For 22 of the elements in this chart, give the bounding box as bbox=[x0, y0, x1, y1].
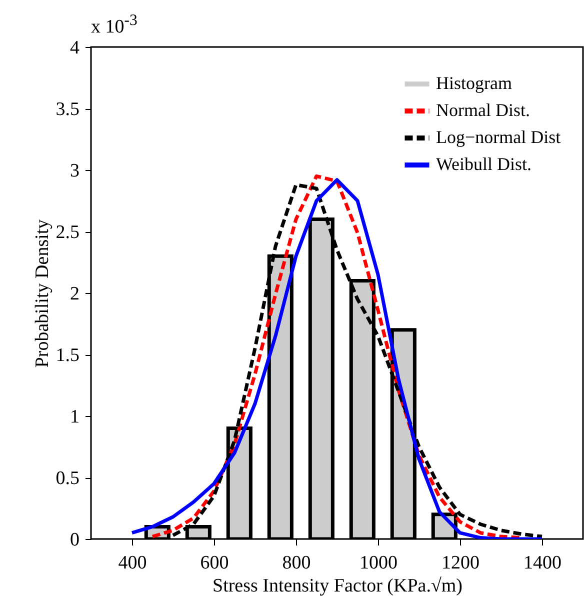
x-tick-label: 1000 bbox=[360, 552, 398, 574]
y-tick-label: 2.5 bbox=[56, 222, 80, 243]
x-axis-title: Stress Intensity Factor (KPa.√m) bbox=[212, 576, 463, 596]
y-axis-title: Probability Density bbox=[32, 218, 53, 368]
legend-label: Histogram bbox=[436, 73, 512, 93]
x-tick-label: 600 bbox=[200, 552, 229, 574]
y-tick-label: 1 bbox=[70, 406, 80, 428]
x-tick-label: 1400 bbox=[524, 552, 562, 574]
legend-label: Normal Dist. bbox=[436, 100, 530, 120]
y-tick-label: 3 bbox=[70, 160, 80, 182]
legend-label: Log−normal Dist bbox=[436, 127, 561, 147]
y-tick-label: 0 bbox=[70, 530, 80, 550]
y-tick-label: 2 bbox=[70, 284, 80, 304]
text: x 10$^{-3}$ bbox=[91, 12, 138, 38]
y-tick-label: 3.5 bbox=[56, 99, 80, 120]
x-tick-label: 400 bbox=[118, 552, 147, 574]
y-tick-label: 0.5 bbox=[56, 468, 80, 489]
legend-label: Weibull Dist. bbox=[436, 154, 532, 174]
x-tick-label: 1200 bbox=[442, 552, 480, 574]
x-tick-label: 800 bbox=[282, 552, 311, 574]
y-tick-label: 1.5 bbox=[56, 345, 80, 366]
y-tick-label: 4 bbox=[70, 38, 80, 58]
